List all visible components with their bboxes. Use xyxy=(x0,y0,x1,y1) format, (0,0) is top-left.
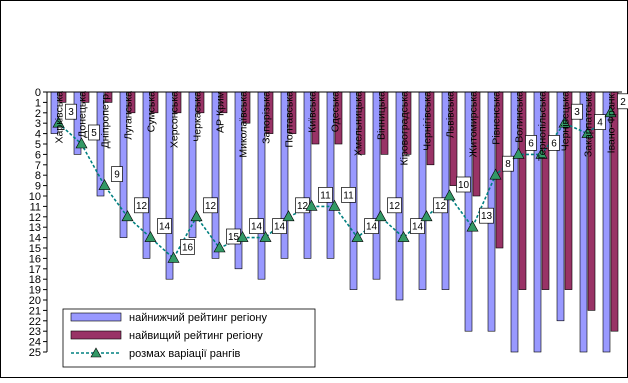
range-data-label: 11 xyxy=(320,190,331,201)
category-label: АР Крим xyxy=(215,91,227,133)
category-label: Черкаська xyxy=(192,91,204,142)
category-label: Чернігівська xyxy=(422,91,434,151)
range-data-label: 9 xyxy=(114,170,120,181)
category-label: Запорізька xyxy=(261,91,273,144)
category-label: Хмельницька xyxy=(353,91,365,156)
category-label: Львівська xyxy=(445,91,457,138)
range-data-label: 12 xyxy=(136,201,148,212)
category-label: Луганська xyxy=(123,91,135,140)
category-label: Донецька xyxy=(77,91,89,138)
range-data-label: 16 xyxy=(182,242,194,253)
category-label: Житомирська xyxy=(468,91,480,158)
category-label: Чернівецька xyxy=(560,91,572,151)
range-data-label: 14 xyxy=(159,222,171,233)
range-data-label: 14 xyxy=(412,222,424,233)
range-data-label: 14 xyxy=(366,222,378,233)
legend-label-lowest: найнижчий рейтинг регіону xyxy=(129,312,267,324)
category-label: Волинська xyxy=(514,91,526,143)
category-label: Рівненська xyxy=(491,91,503,145)
range-data-label: 11 xyxy=(343,190,354,201)
category-label: Івано-Франк. xyxy=(606,91,618,153)
range-data-label: 12 xyxy=(435,201,447,212)
category-label: Тернопільська xyxy=(537,91,549,161)
range-data-label: 4 xyxy=(597,118,603,129)
range-data-label: 2 xyxy=(620,97,626,108)
y-tick-label: 25 xyxy=(29,347,41,359)
legend-label-highest: найвищий рейтинг регіону xyxy=(129,330,263,342)
range-data-label: 14 xyxy=(251,222,263,233)
range-data-label: 12 xyxy=(389,201,401,212)
category-label: Херсонська xyxy=(169,91,181,148)
range-data-label: 6 xyxy=(528,138,534,149)
legend-swatch-highest xyxy=(71,331,121,339)
category-label: Полтавська xyxy=(284,91,296,148)
category-label: Сумська xyxy=(146,91,158,132)
range-data-label: 3 xyxy=(68,107,74,118)
range-data-label: 12 xyxy=(205,201,217,212)
range-data-label: 3 xyxy=(574,107,580,118)
legend-swatch-lowest xyxy=(71,313,121,321)
category-label: Закарпатська xyxy=(583,91,595,157)
category-label: Харківська xyxy=(54,91,66,144)
range-data-label: 8 xyxy=(505,159,511,170)
category-label: Кіровоградська xyxy=(399,91,411,166)
range-data-label: 6 xyxy=(551,138,557,149)
range-data-label: 13 xyxy=(481,211,493,222)
category-label: Одеська xyxy=(330,91,342,132)
legend: найнижчий рейтинг регіону найвищий рейти… xyxy=(63,309,315,367)
range-data-label: 10 xyxy=(458,180,470,191)
legend-label-range: розмах варіації рангів xyxy=(129,348,241,360)
range-data-label: 14 xyxy=(274,222,286,233)
category-label: Київська xyxy=(307,91,319,133)
category-label: Вінницька xyxy=(376,91,388,140)
category-label: Дніпропетр. xyxy=(100,91,112,148)
category-label: Миколаївська xyxy=(238,91,250,158)
range-data-label: 5 xyxy=(91,128,97,139)
